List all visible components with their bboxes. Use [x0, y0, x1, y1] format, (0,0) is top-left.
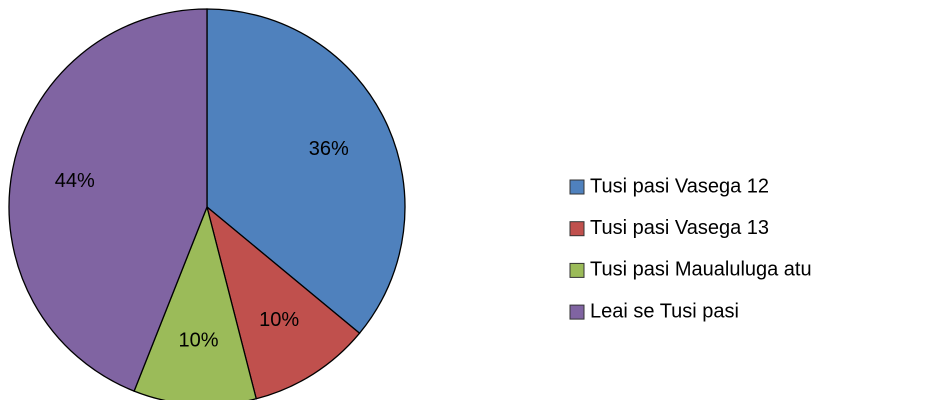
data-label: 10%	[179, 330, 219, 352]
legend-label: Tusi pasi Vasega 13	[590, 217, 769, 239]
pie-slice	[206, 8, 406, 335]
legend-swatch	[569, 179, 585, 195]
data-label: 44%	[55, 170, 95, 192]
legend-swatch	[569, 304, 585, 320]
legend-label: Tusi pasi Vasega 12	[590, 175, 769, 197]
pie-slice	[133, 204, 258, 400]
legend-label: Leai se Tusi pasi	[590, 300, 739, 322]
pie-slice	[8, 8, 208, 392]
legend-swatch	[569, 221, 585, 237]
pie-slice	[205, 205, 361, 400]
legend-swatch	[569, 262, 585, 278]
data-label: 36%	[309, 138, 349, 160]
legend-label: Tusi pasi Maualuluga atu	[590, 259, 812, 281]
data-label: 10%	[259, 309, 299, 331]
